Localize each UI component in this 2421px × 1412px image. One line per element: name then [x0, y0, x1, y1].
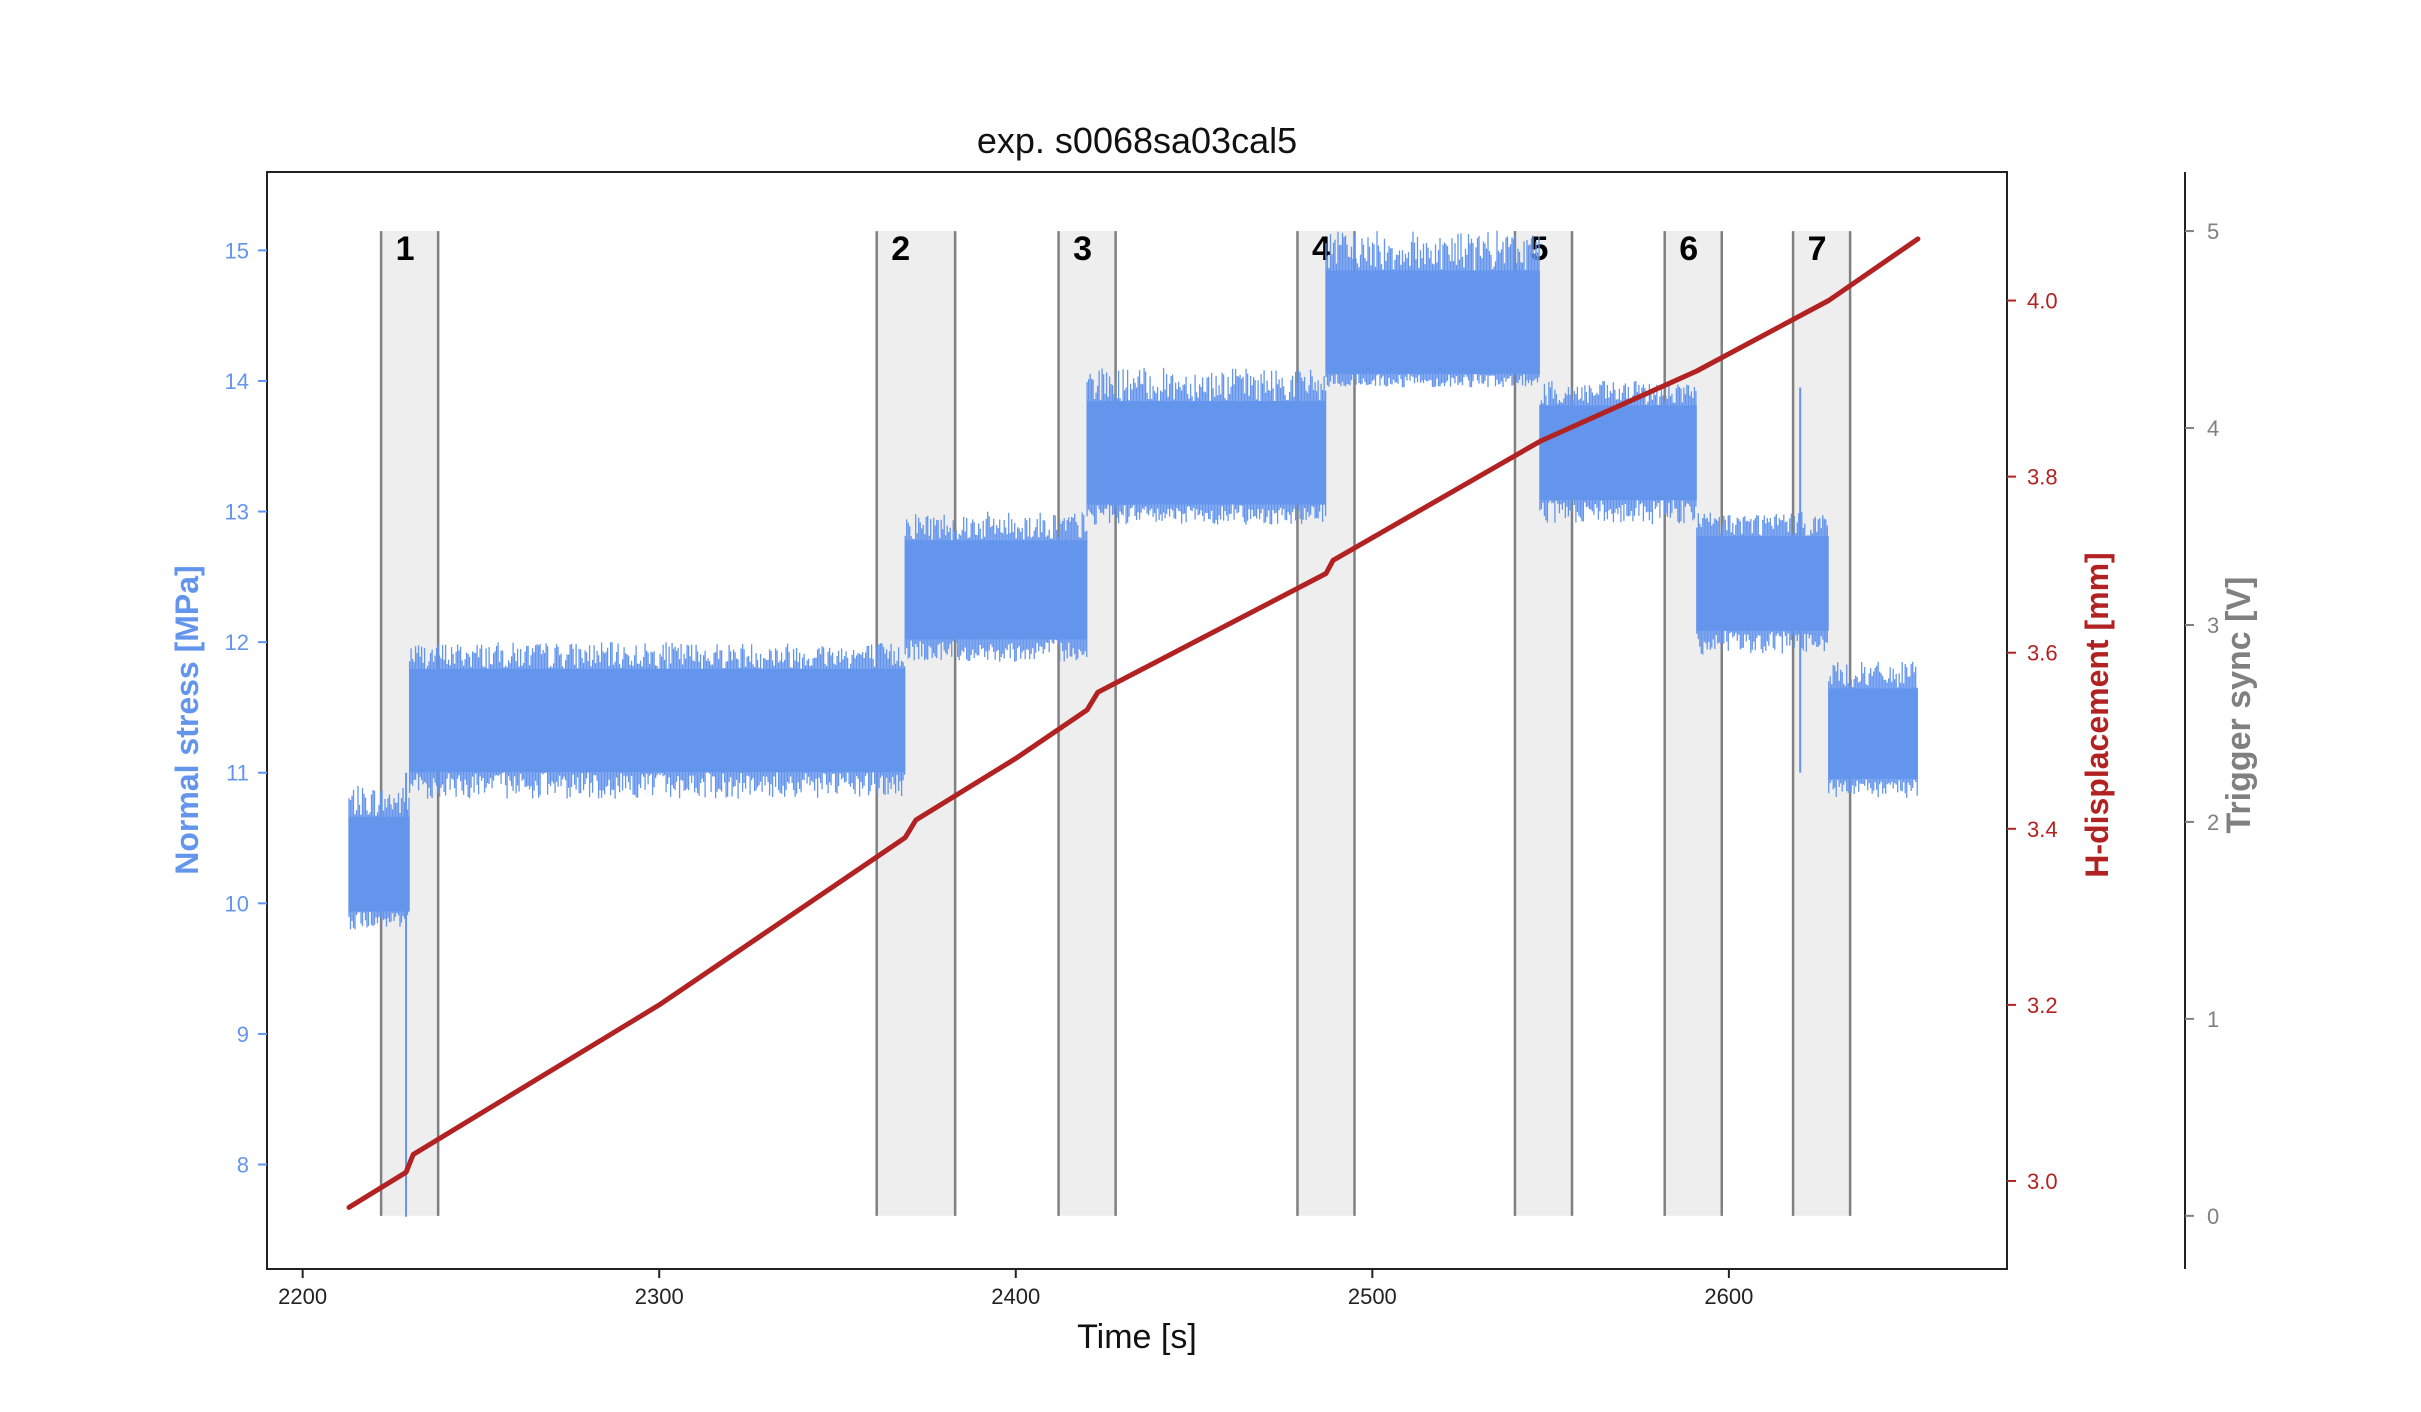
y-trigger-tick-label: 2 — [2207, 810, 2219, 835]
y-axis-trigger-label: Trigger sync [V] — [2220, 577, 2258, 834]
normal-stress-noise — [1539, 381, 1697, 525]
series-layer — [346, 230, 1921, 1217]
x-tick-label: 2300 — [635, 1284, 684, 1309]
y-trigger-tick-label: 5 — [2207, 219, 2219, 244]
y-trigger-tick-label: 3 — [2207, 613, 2219, 638]
normal-stress-noise — [1325, 230, 1540, 388]
trigger-window-label: 2 — [891, 230, 910, 268]
x-axis-label: Time [s] — [1077, 1318, 1197, 1356]
normal-stress-noise — [1086, 367, 1327, 525]
plot-frame — [266, 171, 2008, 1270]
normal-stress-noise — [1696, 511, 1828, 655]
normal-stress-noise — [408, 642, 906, 799]
y-trigger-tick-label: 4 — [2207, 416, 2219, 441]
x-tick-label: 2500 — [1348, 1284, 1397, 1309]
trigger-window-label: 7 — [1808, 230, 1827, 268]
normal-stress-noise — [1828, 661, 1918, 798]
chart-title: exp. s0068sa03cal5 — [977, 120, 1297, 161]
y-left-tick-label: 13 — [225, 500, 249, 525]
y-axis-left-label: Normal stress [MPa] — [169, 565, 205, 874]
y-trigger-tick-label: 1 — [2207, 1007, 2219, 1032]
x-tick-label: 2400 — [991, 1284, 1040, 1309]
x-tick-label: 2600 — [1704, 1284, 1753, 1309]
x-tick-label: 2200 — [278, 1284, 327, 1309]
y-right-tick-label: 3.0 — [2027, 1169, 2058, 1194]
trigger-window-shade — [1514, 231, 1572, 1216]
normal-stress-noise — [348, 786, 410, 930]
normal-stress-noise — [904, 511, 1088, 662]
y-right-tick-label: 3.8 — [2027, 465, 2058, 490]
y-right-tick-label: 3.6 — [2027, 641, 2058, 666]
y-left-tick-label: 11 — [226, 761, 249, 786]
y-left-tick-label: 15 — [225, 238, 249, 263]
y-right-tick-label: 3.2 — [2027, 993, 2058, 1018]
trigger-window-label: 1 — [396, 230, 415, 268]
y-left-tick-label: 14 — [225, 369, 249, 394]
y-trigger-tick-label: 0 — [2207, 1204, 2219, 1229]
h-displacement-line — [346, 236, 1921, 1210]
y-left-tick-label: 12 — [225, 630, 249, 655]
trigger-window-label: 3 — [1073, 230, 1092, 268]
y-left-tick-label: 9 — [237, 1022, 249, 1047]
y-right-tick-label: 3.4 — [2027, 817, 2058, 842]
trigger-window-label: 6 — [1679, 230, 1698, 268]
y-axis-right-label: H-displacement [mm] — [2079, 552, 2115, 877]
y-left-tick-label: 10 — [225, 891, 249, 916]
y-left-tick-label: 8 — [237, 1153, 249, 1178]
trigger-window-shade — [1664, 231, 1722, 1216]
y-right-tick-label: 4.0 — [2027, 289, 2058, 314]
axes: 2200 2300 2400 2500 2600891011121314153.03.2… — [225, 171, 2219, 1309]
